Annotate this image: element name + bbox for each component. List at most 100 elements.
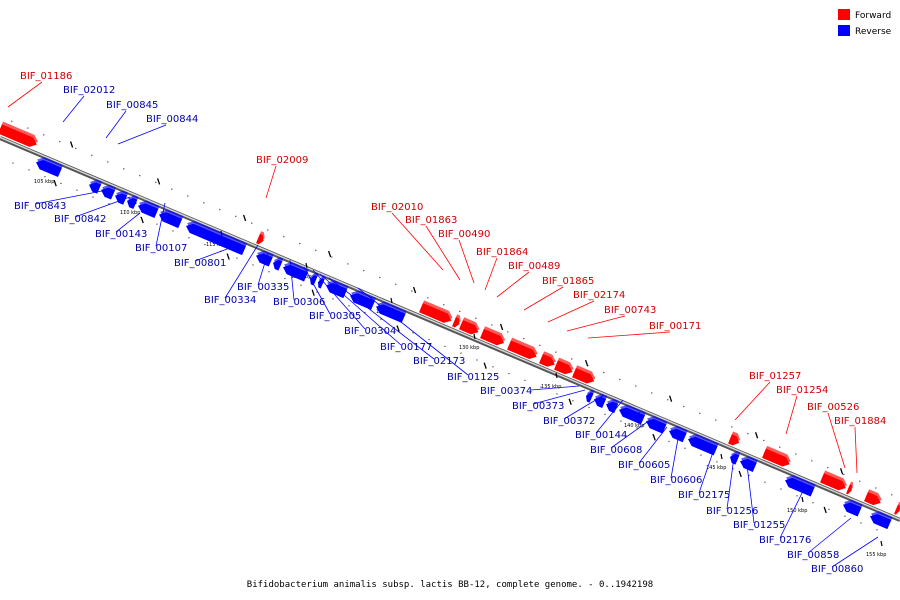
gene-arrows: [0, 121, 900, 530]
major-tick: [327, 250, 332, 258]
gene-label-bif-00489: BIF_00489: [508, 261, 560, 272]
leader-line: [785, 395, 798, 435]
dot-below: [700, 454, 702, 456]
gene-top-face: [540, 351, 556, 364]
dot-above: [43, 134, 45, 136]
gene-top-face: [257, 231, 265, 242]
legend-forward-swatch: [838, 9, 850, 20]
dot-below: [508, 372, 510, 375]
dot-above: [315, 249, 317, 251]
dot-below: [348, 305, 350, 307]
leader-line: [726, 456, 735, 510]
leader-line: [155, 202, 166, 247]
gene-label-bif-00374: BIF_00374: [480, 386, 532, 397]
dot-below: [444, 345, 446, 348]
dot-below: [236, 257, 238, 259]
gene-reverse: [688, 433, 719, 456]
gene-forward: [452, 314, 461, 328]
dot-above: [379, 276, 381, 279]
dot-below: [572, 400, 574, 402]
gene-label-bif-00305: BIF_00305: [309, 311, 361, 322]
dot-above: [715, 419, 717, 421]
dot-above: [347, 263, 349, 265]
gene-label-bif-01884: BIF_01884: [834, 416, 886, 427]
leader-line: [425, 225, 461, 281]
dot-below: [268, 271, 270, 273]
dot-below: [12, 162, 14, 164]
gene-label-bif-00372: BIF_00372: [543, 416, 595, 427]
gene-top-face: [620, 404, 647, 422]
gene-label-bif-00843: BIF_00843: [14, 201, 66, 212]
dot-below: [92, 196, 94, 198]
leader-line: [319, 273, 402, 346]
dot-above: [59, 141, 61, 143]
leader-line: [734, 381, 771, 421]
leader-line: [289, 259, 295, 301]
scale-tick-label: 105 kbp: [34, 179, 54, 185]
gene-top-face: [587, 389, 595, 400]
gene-top-face: [311, 272, 319, 283]
gene-top-face: [647, 416, 668, 431]
gene-label-bif-00144: BIF_00144: [575, 430, 627, 441]
gene-top-face: [377, 301, 407, 321]
legend-reverse-label: Reverse: [855, 27, 892, 37]
gene-reverse: [89, 179, 103, 194]
scale-tick-label: 115 kbp: [206, 242, 226, 248]
leader-line: [595, 399, 624, 434]
dot-below: [636, 427, 638, 429]
dot-above: [859, 480, 861, 482]
dot-above: [667, 399, 669, 401]
minor-tick-dots: [11, 120, 893, 531]
dot-below: [300, 284, 302, 286]
gene-label-bif-02174: BIF_02174: [573, 290, 625, 301]
dot-below: [620, 420, 622, 422]
dot-below: [204, 243, 206, 246]
gene-forward: [894, 501, 900, 515]
dot-above: [683, 405, 685, 408]
gene-label-bif-00858: BIF_00858: [787, 550, 839, 561]
dot-below: [668, 440, 670, 443]
dot-above: [395, 283, 397, 285]
genome-backbone: [0, 136, 900, 522]
leader-line: [303, 266, 331, 315]
dot-below: [492, 366, 494, 368]
gene-label-bif-00844: BIF_00844: [146, 114, 198, 125]
leader-line: [328, 277, 435, 360]
gene-reverse: [127, 195, 139, 210]
gene-reverse: [256, 250, 274, 267]
gene-forward: [864, 489, 882, 506]
gene-forward: [728, 431, 741, 446]
scale-tick-mark: [720, 453, 723, 460]
gene-label-bif-00743: BIF_00743: [604, 305, 656, 316]
scale-tick-label: 110 kbp: [120, 210, 140, 216]
dot-above: [459, 310, 461, 313]
gene-top-face: [741, 456, 758, 470]
leader-line: [257, 252, 269, 286]
gene-reverse: [326, 280, 349, 299]
dot-below: [156, 223, 158, 225]
scale-tick-label: 135 kbp: [541, 384, 561, 390]
dot-above: [539, 344, 541, 346]
dot-below: [380, 318, 382, 320]
dot-above: [299, 242, 301, 245]
major-tick: [483, 362, 487, 369]
gene-top-face: [573, 365, 596, 381]
genome-caption: Bifidobacterium animalis subsp. lactis B…: [247, 580, 653, 590]
dot-above: [523, 338, 525, 340]
leader-line: [357, 287, 469, 376]
dot-above: [843, 473, 845, 476]
gene-top-face: [844, 499, 863, 514]
dot-below: [76, 189, 78, 191]
gene-top-face: [90, 179, 103, 191]
gene-label-bif-00107: BIF_00107: [135, 243, 187, 254]
gene-top-face: [847, 481, 853, 492]
major-tick: [754, 432, 759, 439]
gene-top-face: [508, 337, 538, 357]
gene-reverse: [350, 290, 377, 310]
dot-below: [316, 291, 318, 293]
dot-below: [428, 339, 430, 341]
gene-top-face: [128, 195, 139, 207]
leader-line: [194, 245, 236, 262]
dot-above: [827, 467, 829, 469]
